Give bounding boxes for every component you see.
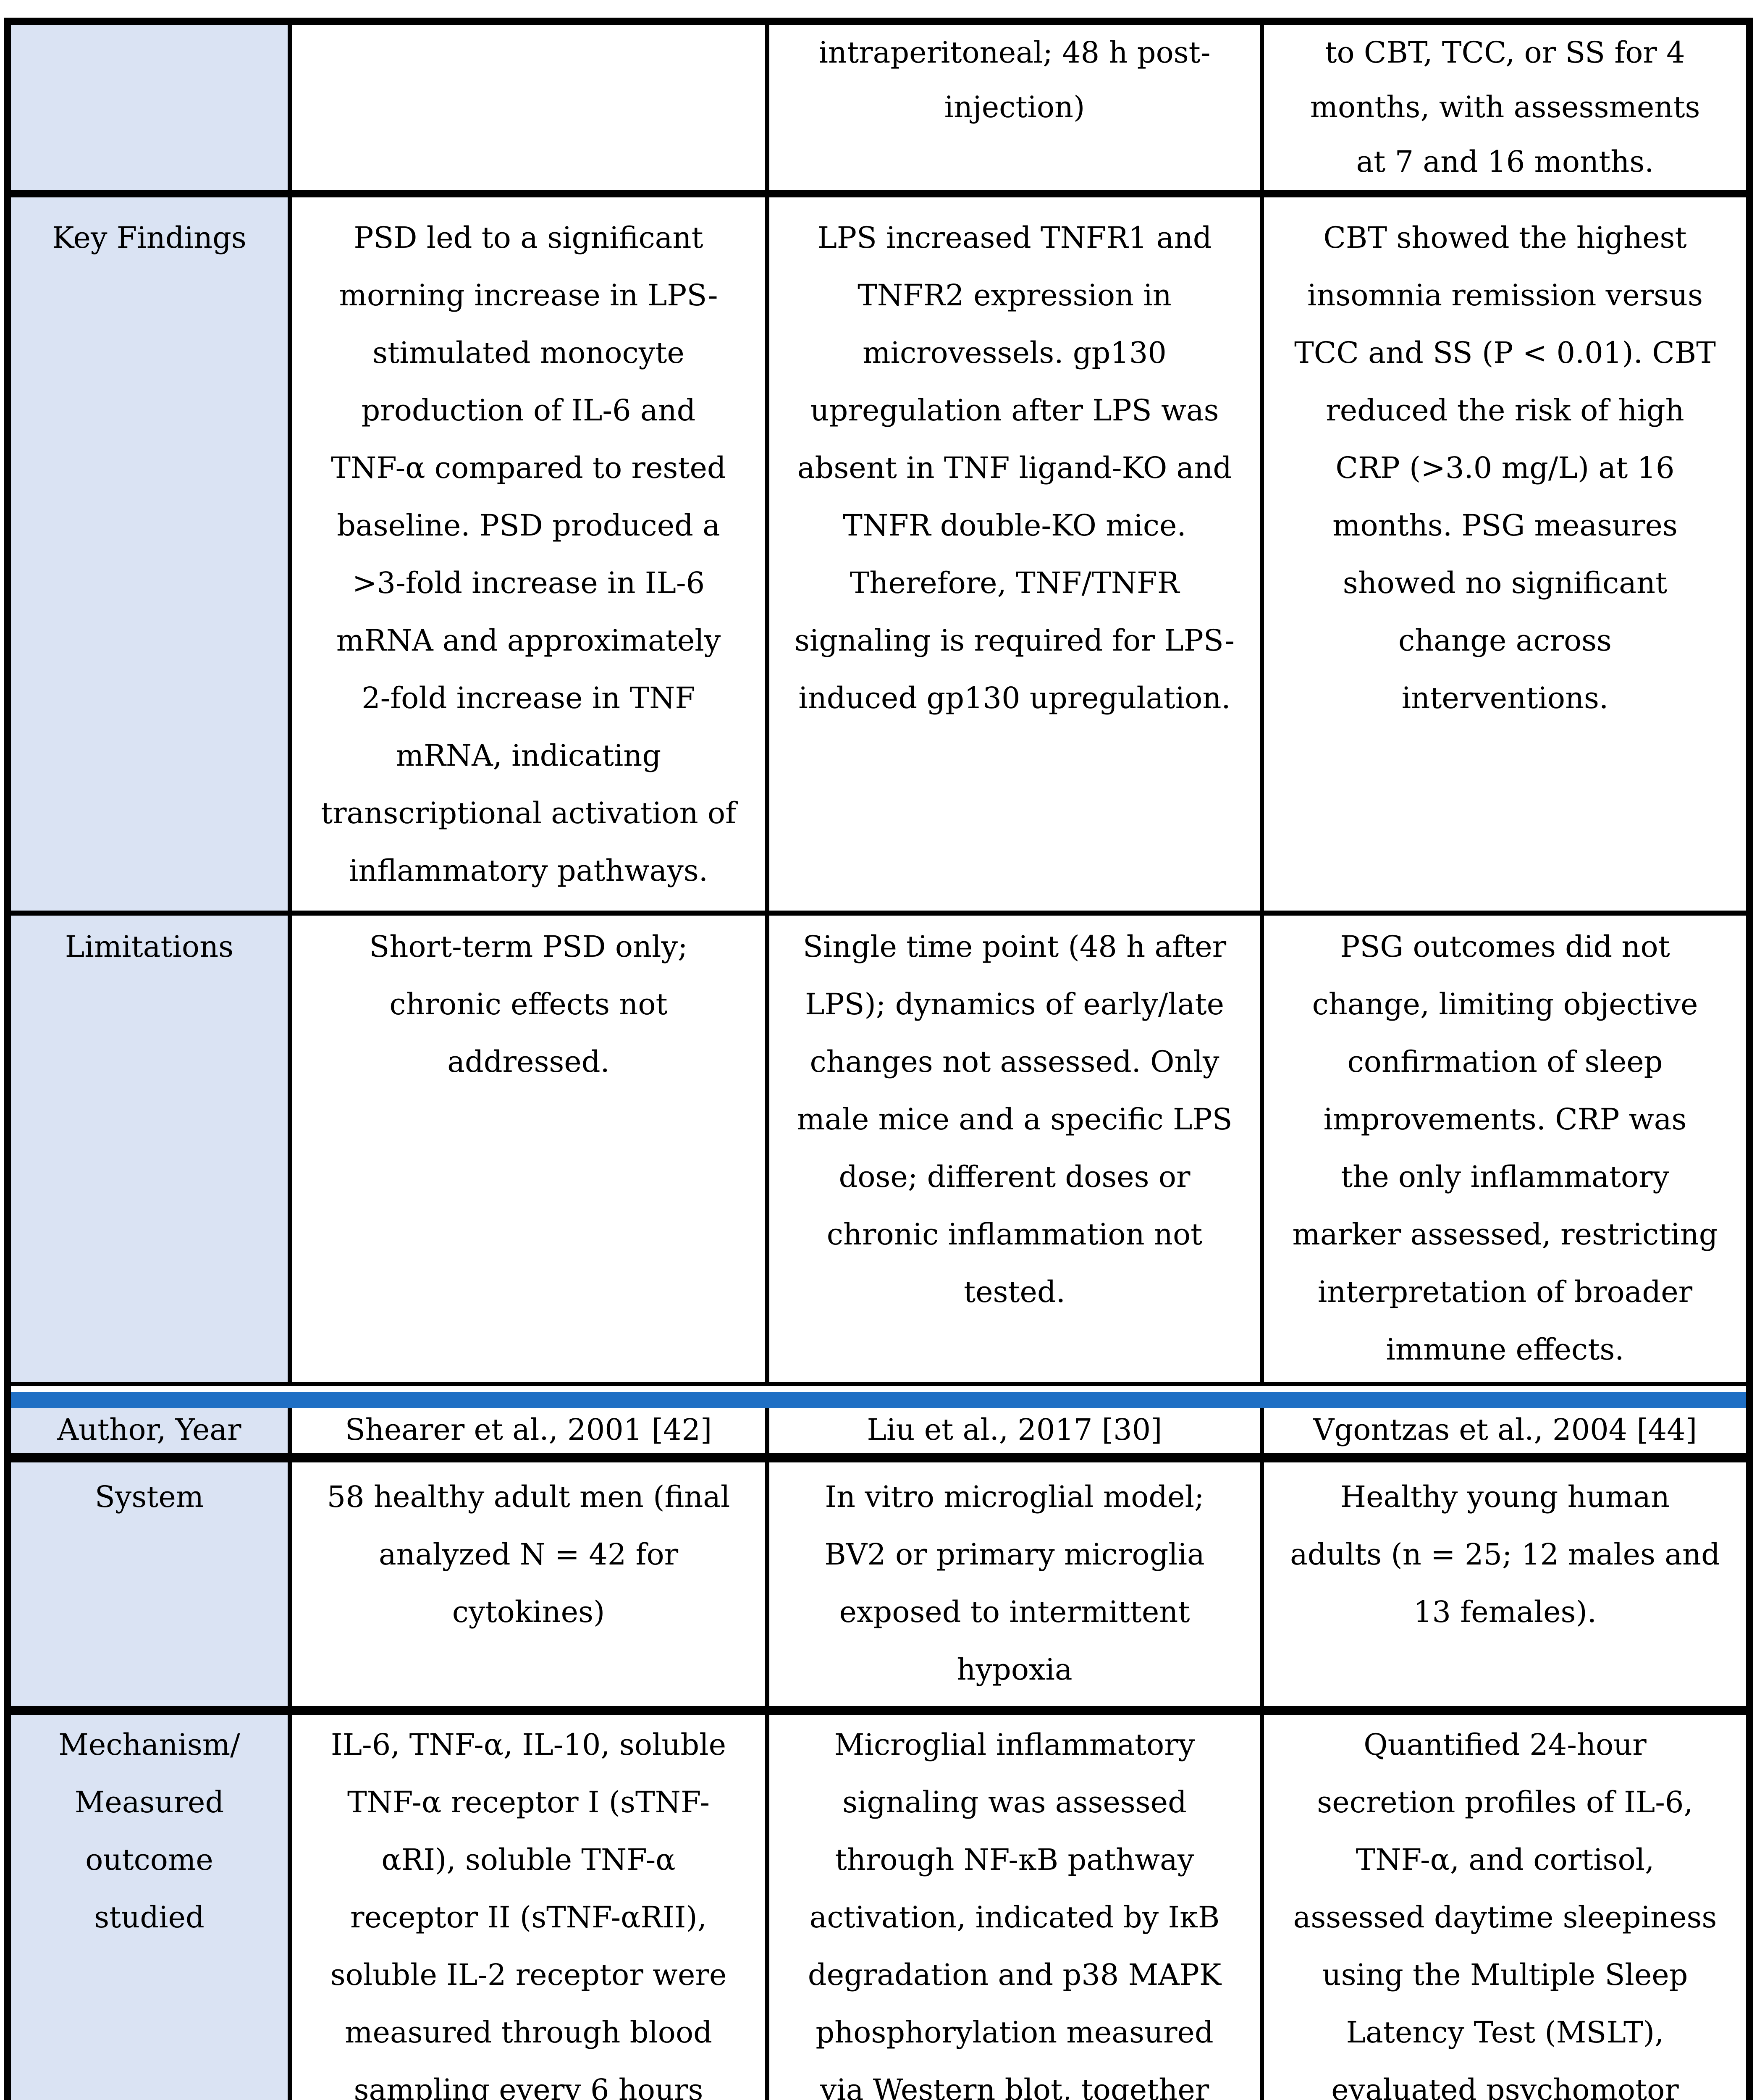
table-row-continued: intraperitoneal; 48 h post- injection) t… xyxy=(4,18,1753,197)
blue-divider-bar xyxy=(11,1392,1746,1408)
cell-continued-study3: to CBT, TCC, or SS for 4 months, with as… xyxy=(1264,18,1753,197)
table-row-limitations: Limitations Short-term PSD only; chronic… xyxy=(4,916,1753,1382)
cell-key-findings-study2: LPS increased TNFR1 and TNFR2 expression… xyxy=(769,197,1264,916)
cell-mechanism-study3: Quantified 24-hour secretion profiles of… xyxy=(1264,1715,1753,2100)
row-label-continued xyxy=(4,18,292,197)
cell-limitations-study3: PSG outcomes did not change, limiting ob… xyxy=(1264,916,1753,1382)
table-row-mechanism: Mechanism/ Measured outcome studied IL-6… xyxy=(4,1715,1753,2100)
row-label-system: System xyxy=(4,1462,292,1715)
cell-key-findings-study1: PSD led to a significant morning increas… xyxy=(292,197,769,916)
cell-mechanism-study2: Microglial inflammatory signaling was as… xyxy=(769,1715,1264,2100)
row-label-author-year: Author, Year xyxy=(4,1408,292,1462)
cell-author-year-study2: Liu et al., 2017 [30] xyxy=(769,1408,1264,1462)
row-label-limitations: Limitations xyxy=(4,916,292,1382)
table-row-author-year: Author, Year Shearer et al., 2001 [42] L… xyxy=(4,1408,1753,1462)
row-label-key-findings: Key Findings xyxy=(4,197,292,916)
cell-author-year-study1: Shearer et al., 2001 [42] xyxy=(292,1408,769,1462)
cell-system-study2: In vitro microglial model; BV2 or primar… xyxy=(769,1462,1264,1715)
cell-limitations-study2: Single time point (48 h after LPS); dyna… xyxy=(769,916,1264,1382)
cell-key-findings-study3: CBT showed the highest insomnia remissio… xyxy=(1264,197,1753,916)
table-row-system: System 58 healthy adult men (final analy… xyxy=(4,1462,1753,1715)
cell-limitations-study1: Short-term PSD only; chronic effects not… xyxy=(292,916,769,1382)
cell-continued-study1 xyxy=(292,18,769,197)
cell-author-year-study3: Vgontzas et al., 2004 [44] xyxy=(1264,1408,1753,1462)
cell-continued-study2: intraperitoneal; 48 h post- injection) xyxy=(769,18,1264,197)
row-label-mechanism: Mechanism/ Measured outcome studied xyxy=(4,1715,292,2100)
cell-system-study3: Healthy young human adults (n = 25; 12 m… xyxy=(1264,1462,1753,1715)
table-row-key-findings: Key Findings PSD led to a significant mo… xyxy=(4,197,1753,916)
section-separator-row xyxy=(4,1382,1753,1408)
cell-system-study1: 58 healthy adult men (final analyzed N =… xyxy=(292,1462,769,1715)
review-table: intraperitoneal; 48 h post- injection) t… xyxy=(4,18,1753,2100)
cell-mechanism-study1: IL-6, TNF-α, IL-10, soluble TNF-α recept… xyxy=(292,1715,769,2100)
section-separator-cell xyxy=(4,1382,1753,1408)
